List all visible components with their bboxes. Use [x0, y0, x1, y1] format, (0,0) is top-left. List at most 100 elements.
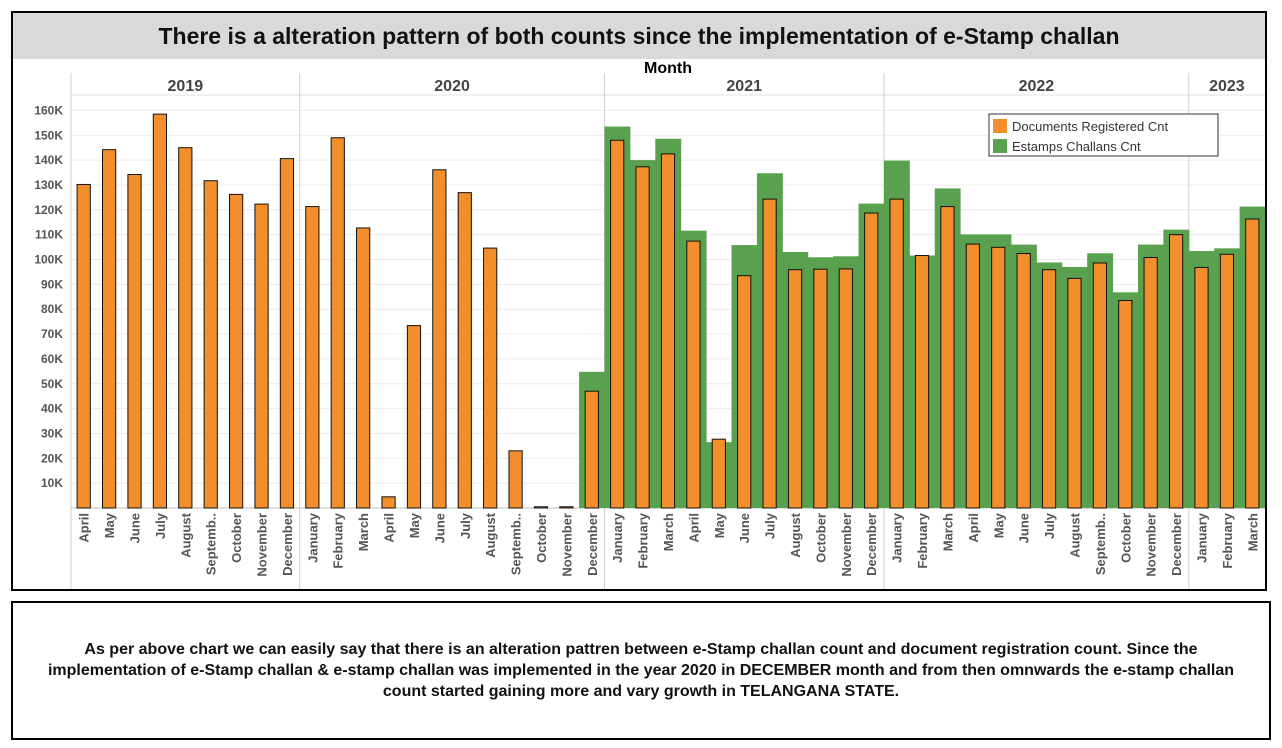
- bar-documents-registered: [889, 198, 904, 509]
- bar-documents-registered: [838, 268, 853, 509]
- x-tick-label: February: [636, 512, 651, 568]
- y-tick-label: 160K: [34, 103, 63, 117]
- year-label: 2022: [1019, 78, 1055, 95]
- chart-title: There is a alteration pattern of both co…: [13, 13, 1265, 59]
- x-tick-label: March: [1245, 513, 1260, 551]
- bar-documents-registered: [737, 275, 752, 509]
- bar-documents-registered: [203, 180, 218, 509]
- x-tick-label: March: [356, 513, 371, 551]
- x-tick-label: December: [280, 513, 295, 576]
- bar-documents-registered: [914, 255, 930, 509]
- chart-container: There is a alteration pattern of both co…: [11, 11, 1267, 591]
- bar-documents-registered: [660, 153, 676, 509]
- bar-documents-registered: [1067, 277, 1082, 509]
- legend-swatch: [993, 119, 1007, 133]
- x-tick-label: April: [382, 513, 397, 543]
- x-tick-label: March: [661, 513, 676, 551]
- y-tick-label: 110K: [35, 228, 63, 242]
- bar-documents-registered: [584, 390, 599, 509]
- bar-documents-registered: [813, 268, 828, 509]
- legend-swatch: [993, 139, 1007, 153]
- note-box: As per above chart we can easily say tha…: [11, 601, 1271, 740]
- x-tick-label: October: [1118, 513, 1133, 563]
- y-tick-label: 150K: [34, 128, 63, 142]
- x-tick-label: June: [1017, 513, 1032, 543]
- x-tick-label: April: [686, 513, 701, 543]
- x-tick-label: January: [305, 512, 320, 563]
- x-tick-label: November: [255, 513, 270, 577]
- x-tick-label: May: [407, 512, 422, 538]
- x-tick-label: July: [153, 512, 168, 539]
- bar-documents-registered: [178, 147, 193, 509]
- x-tick-label: December: [1169, 513, 1184, 576]
- bar-documents-registered: [1245, 218, 1260, 509]
- x-tick-label: Septemb..: [1093, 513, 1108, 575]
- x-tick-label: April: [77, 513, 92, 543]
- bar-documents-registered: [1118, 300, 1133, 509]
- bar-documents-registered: [254, 203, 269, 509]
- legend-box: [988, 113, 1219, 157]
- column-header: Month: [644, 60, 692, 77]
- y-tick-label: 100K: [34, 253, 63, 267]
- bar-documents-registered: [457, 192, 472, 509]
- bar-documents-registered: [1092, 262, 1107, 509]
- x-tick-label: July: [763, 512, 778, 539]
- bar-documents-registered: [635, 166, 650, 509]
- y-tick-label: 60K: [41, 352, 63, 366]
- bar-documents-registered: [1143, 257, 1158, 509]
- bar-documents-registered: [1194, 266, 1209, 509]
- y-tick-label: 80K: [41, 302, 63, 316]
- x-tick-label: February: [1220, 512, 1235, 568]
- year-label: 2020: [434, 78, 470, 95]
- x-tick-label: June: [432, 513, 447, 543]
- x-tick-label: June: [128, 513, 143, 543]
- bar-chart: Month 10K 20K 30K 40K 50K 60K 70K 80K 90K 100K 110K…: [34, 60, 1265, 589]
- x-tick-label: November: [839, 513, 854, 577]
- bar-documents-registered: [610, 139, 625, 509]
- bar-documents-registered: [1168, 234, 1184, 509]
- y-tick-label: 70K: [41, 327, 63, 341]
- x-tick-label: August: [178, 512, 193, 557]
- y-tick-label: 50K: [41, 377, 63, 391]
- x-tick-label: December: [585, 513, 600, 576]
- x-tick-label: February: [915, 512, 930, 568]
- bar-documents-registered: [483, 247, 498, 509]
- bar-documents-registered: [356, 227, 371, 509]
- x-tick-label: October: [534, 513, 549, 563]
- bar-documents-registered: [305, 206, 320, 509]
- bar-documents-registered: [330, 137, 345, 509]
- bar-documents-registered: [711, 438, 726, 509]
- legend-label: Documents Registered Cnt: [1012, 119, 1168, 134]
- x-tick-label: January: [1194, 512, 1209, 563]
- bar-documents-registered: [1041, 269, 1057, 509]
- year-label: 2021: [726, 78, 762, 95]
- x-tick-label: October: [813, 513, 828, 563]
- bar-documents-registered: [432, 169, 447, 509]
- bar-documents-registered: [1219, 253, 1234, 509]
- y-tick-label: 10K: [41, 476, 63, 490]
- bar-documents-registered: [127, 174, 142, 509]
- bar-documents-registered: [559, 506, 574, 509]
- bar-documents-registered: [508, 450, 523, 509]
- y-tick-label: 20K: [41, 451, 63, 465]
- bar-documents-registered: [762, 198, 777, 509]
- x-tick-label: August: [483, 512, 498, 557]
- bar-documents-registered: [1016, 253, 1031, 509]
- bar-documents-registered: [102, 149, 117, 509]
- x-tick-label: May: [991, 512, 1006, 538]
- x-tick-label: July: [1042, 512, 1057, 539]
- x-tick-label: May: [712, 512, 727, 538]
- x-tick-label: August: [1067, 512, 1082, 557]
- y-tick-label: 90K: [41, 277, 63, 291]
- x-tick-label: Septemb..: [509, 513, 524, 575]
- year-label: 2023: [1209, 78, 1245, 95]
- x-tick-label: June: [737, 513, 752, 543]
- bar-documents-registered: [381, 496, 396, 509]
- bar-documents-registered: [686, 240, 701, 509]
- x-tick-label: November: [1144, 513, 1159, 577]
- y-tick-label: 140K: [34, 153, 63, 167]
- legend-label: Estamps Challans Cnt: [1012, 139, 1141, 154]
- bar-documents-registered: [533, 506, 549, 509]
- x-tick-label: January: [890, 512, 905, 563]
- y-tick-label: 30K: [41, 426, 63, 440]
